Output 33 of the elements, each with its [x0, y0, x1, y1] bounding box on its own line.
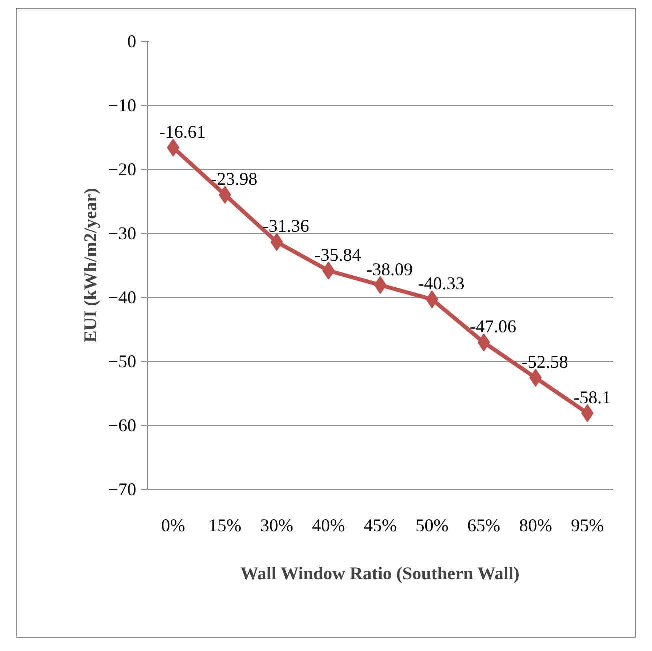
x-tick-label: 80% — [519, 516, 552, 536]
point — [478, 334, 490, 352]
y-tick-label: −40 — [108, 288, 137, 308]
y-tick-label: −60 — [108, 416, 137, 436]
y-tick-label: −50 — [108, 352, 137, 372]
y-tick-label: −10 — [108, 96, 137, 116]
x-tick-label: 0% — [161, 516, 186, 536]
x-tick-label: 40% — [312, 516, 346, 536]
point — [581, 404, 594, 422]
point — [270, 233, 284, 252]
point — [374, 276, 387, 294]
data-label: -31.36 — [262, 216, 310, 236]
point — [167, 138, 180, 157]
data-label: -40.33 — [418, 274, 465, 294]
y-tick-label: −30 — [108, 224, 137, 244]
y-tick-label: −20 — [108, 160, 137, 180]
x-tick-label: 30% — [260, 516, 294, 536]
data-label: -47.06 — [470, 316, 517, 337]
data-label: -58.1 — [574, 387, 612, 408]
x-tick-label: 95% — [571, 516, 604, 536]
data-label: -23.98 — [211, 168, 258, 189]
x-tick-label: 15% — [208, 516, 242, 536]
y-tick-label: −70 — [108, 480, 137, 500]
data-label: -35.84 — [314, 244, 362, 265]
data-label: -16.61 — [159, 122, 206, 142]
x-tick-label: 65% — [468, 516, 501, 536]
x-tick-label: 45% — [364, 516, 398, 536]
y-axis-title: EUI (kWh/m2/year) — [80, 188, 100, 343]
data-label: -52.58 — [522, 352, 568, 372]
x-axis-title: Wall Window Ratio (Southern Wall) — [240, 564, 520, 584]
data-label: -38.09 — [366, 259, 413, 280]
x-tick-label: 50% — [416, 516, 449, 536]
y-tick-label: 0 — [128, 32, 136, 52]
